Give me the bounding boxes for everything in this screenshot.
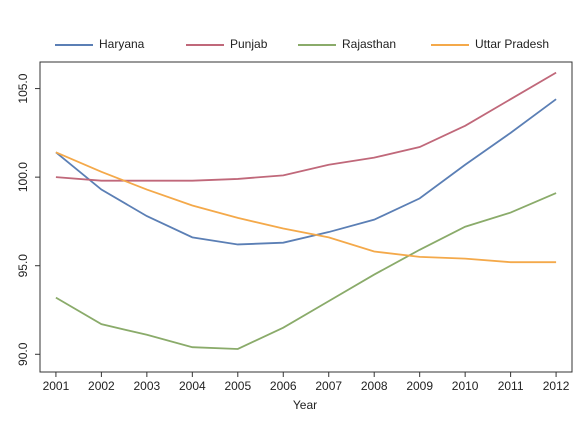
x-tick-label: 2003 <box>134 379 161 393</box>
x-tick-label: 2010 <box>452 379 479 393</box>
x-tick-label: 2004 <box>179 379 206 393</box>
legend-label: Rajasthan <box>342 37 396 51</box>
plot-frame <box>39 61 573 373</box>
y-tick-label: 90.0 <box>16 342 30 366</box>
series-line <box>55 151 557 264</box>
y-tick-label: 100.0 <box>16 162 30 192</box>
legend-label: Uttar Pradesh <box>475 37 549 51</box>
x-tick-label: 2009 <box>406 379 433 393</box>
x-tick-label: 2001 <box>43 379 70 393</box>
legend-label: Haryana <box>99 37 145 51</box>
series-line <box>55 98 557 246</box>
series-line <box>55 192 557 350</box>
y-tick-label: 95.0 <box>16 254 30 278</box>
legend-label: Punjab <box>230 37 268 51</box>
x-tick-label: 2012 <box>543 379 570 393</box>
x-tick-label: 2002 <box>88 379 115 393</box>
x-tick-label: 2006 <box>270 379 297 393</box>
x-tick-label: 2008 <box>361 379 388 393</box>
x-axis-label: Year <box>293 398 317 412</box>
x-tick-label: 2007 <box>315 379 342 393</box>
series-line <box>55 71 557 182</box>
y-tick-label: 105.0 <box>16 73 30 103</box>
x-tick-label: 2011 <box>498 379 524 393</box>
x-tick-label: 2005 <box>224 379 251 393</box>
